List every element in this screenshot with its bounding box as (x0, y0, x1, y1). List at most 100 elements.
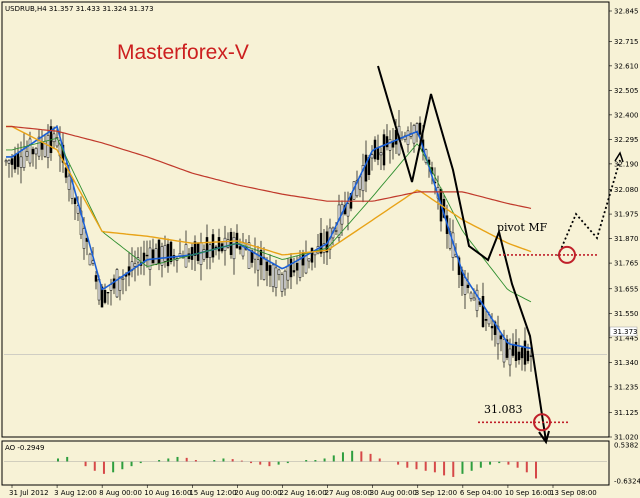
y-tick-label: 31.125 (614, 409, 639, 417)
candle-body (268, 265, 272, 276)
candle-body (22, 148, 26, 168)
candle-body (379, 152, 383, 156)
candle-body (250, 250, 254, 263)
candle-body (388, 139, 392, 151)
candle-body (94, 275, 98, 282)
y-tick-label: 32.715 (614, 38, 639, 46)
ao-tick-label: 0.5382 (614, 442, 639, 450)
candle-body (25, 151, 29, 157)
candle-body (4, 160, 8, 163)
candle-body (271, 264, 275, 288)
candle-body (28, 138, 32, 164)
candle-body (67, 175, 71, 190)
target-marker (533, 413, 551, 432)
candle-body (490, 326, 494, 329)
candle-body (346, 203, 350, 217)
projection-line (557, 159, 621, 257)
x-tick-label: 3 Sep 12:00 (415, 489, 457, 497)
candle-body (106, 291, 110, 294)
candle-body (112, 278, 116, 289)
ao-tick-label: -0.6324 (614, 478, 640, 486)
candle-body (508, 348, 512, 366)
candle-body (211, 234, 215, 258)
candle-body (202, 249, 206, 260)
candle-body (280, 274, 284, 292)
candle-body (19, 156, 23, 168)
candle-body (241, 241, 245, 257)
candle-body (298, 256, 302, 278)
candle-body (166, 243, 170, 267)
x-tick-label: 15 Aug 12:00 (189, 489, 236, 497)
orange_ma-line (6, 125, 532, 256)
y-tick-label: 31.870 (614, 235, 639, 243)
candle-body (223, 237, 227, 251)
candle-body (196, 243, 200, 261)
last-price-tag (609, 326, 638, 337)
candle-body (238, 246, 242, 250)
x-tick-label: 10 Sep 16:00 (505, 489, 552, 497)
x-tick-label: 10 Aug 16:00 (144, 489, 191, 497)
candle-body (481, 295, 485, 328)
candle-body (295, 262, 299, 271)
candle-body (256, 259, 260, 271)
y-tick-label: 32.080 (614, 186, 639, 194)
candle-body (511, 344, 515, 356)
x-tick-label: 3 Aug 12:00 (54, 489, 97, 497)
candle-body (364, 154, 368, 182)
candle-body (310, 247, 314, 263)
candle-body (496, 325, 500, 345)
candle-body (232, 237, 236, 260)
projection-arrowhead (614, 151, 624, 163)
candle-body (73, 198, 77, 205)
target-label: 31.083 (484, 403, 523, 416)
candle-body (154, 248, 158, 265)
y-tick-label: 31.235 (614, 383, 639, 391)
x-tick-label: 8 Aug 00:00 (99, 489, 142, 497)
ao-header: AO -0.2949 (5, 444, 44, 452)
candle-body (517, 351, 521, 361)
candle-body (472, 297, 476, 301)
candle-body (205, 237, 209, 258)
chart-title: Masterforex-V (117, 41, 249, 64)
candle-body (412, 125, 416, 144)
candle-body (361, 165, 365, 192)
candle-body (526, 350, 530, 362)
candle-body (286, 265, 290, 281)
candle-body (292, 270, 296, 273)
candle-body (466, 284, 470, 288)
candle-body (274, 267, 278, 288)
y-tick-label: 31.550 (614, 310, 639, 318)
y-tick-label: 31.445 (614, 334, 639, 342)
candle-body (37, 136, 41, 157)
candle-body (463, 276, 467, 295)
y-tick-label: 31.655 (614, 285, 639, 293)
candle-body (289, 258, 293, 278)
candle-body (217, 237, 221, 252)
y-tick-label: 32.845 (614, 8, 639, 16)
brown_ma-line (6, 125, 532, 209)
candle-body (46, 135, 50, 158)
candle-body (418, 122, 422, 135)
y-tick-label: 32.400 (614, 111, 639, 119)
pivot-marker (558, 245, 576, 264)
x-tick-label: 31 Jul 2012 (9, 489, 49, 497)
candle-body (523, 340, 527, 365)
candle-body (469, 292, 473, 299)
candle-body (307, 258, 311, 262)
candle-body (157, 239, 161, 264)
y-tick-label: 31.765 (614, 260, 639, 268)
y-tick-label: 32.190 (614, 160, 639, 168)
candle-body (151, 249, 155, 264)
candle-body (193, 241, 197, 256)
candle-body (31, 148, 35, 155)
candle-body (514, 341, 518, 361)
x-tick-label: 30 Aug 00:00 (370, 489, 417, 497)
candle-body (334, 230, 338, 232)
candle-body (283, 270, 287, 290)
candle-body (520, 347, 524, 359)
wave-arrowhead (538, 430, 550, 445)
y-tick-label: 32.610 (614, 62, 639, 70)
candle-body (7, 160, 11, 164)
candle-body (40, 142, 44, 150)
